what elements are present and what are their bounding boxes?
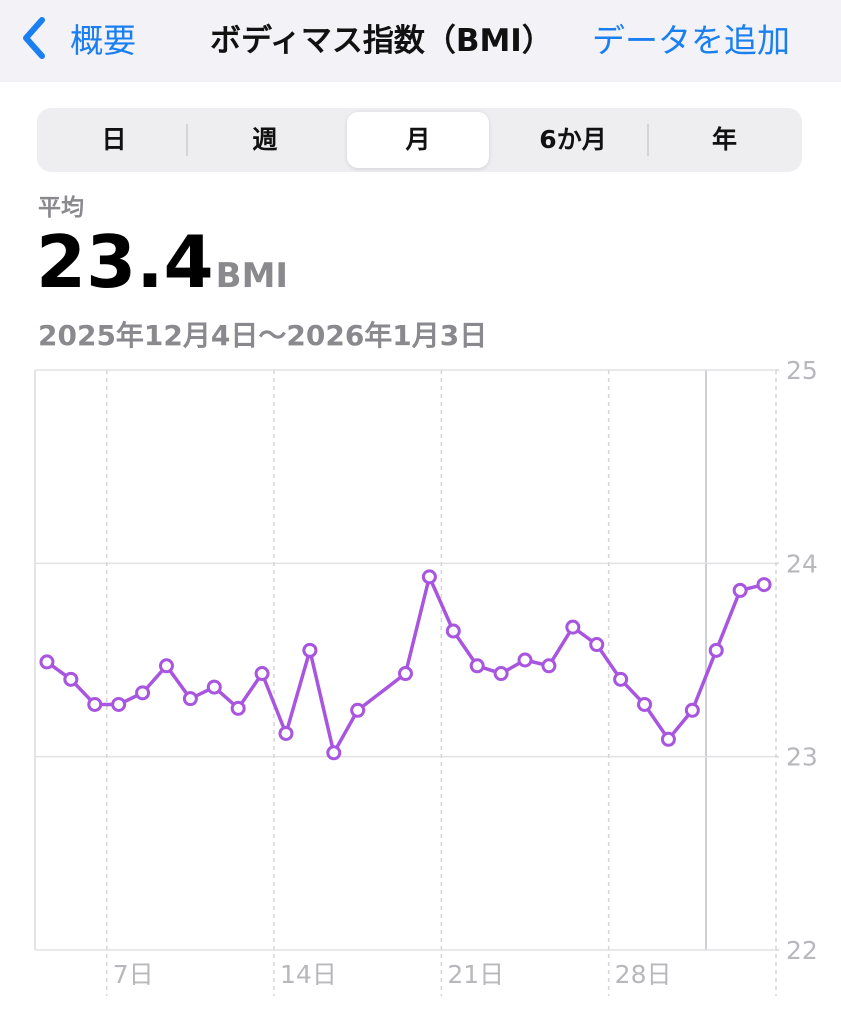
data-point — [493, 666, 509, 682]
data-point — [206, 679, 222, 695]
average-label: 平均 — [38, 195, 84, 221]
segmented-control: 日 週 月 6か月 年 — [37, 108, 802, 172]
data-point — [684, 702, 700, 718]
back-chevron[interactable] — [18, 14, 50, 62]
data-point — [87, 696, 103, 712]
nav-bar: 概要 ボディマス指数（BMI） データを追加 — [0, 0, 841, 82]
segment-tab[interactable]: 日 — [101, 125, 127, 154]
data-point — [254, 666, 270, 682]
add-data-button[interactable]: データを追加 — [592, 21, 790, 60]
segment-tab[interactable]: 週 — [252, 125, 278, 154]
data-point — [637, 696, 653, 712]
data-line — [45, 575, 765, 755]
data-point — [541, 658, 557, 674]
data-point — [613, 671, 629, 687]
segment-tab[interactable]: 月 — [347, 112, 489, 168]
data-point — [398, 666, 413, 682]
x-tick-label: 21日 — [447, 960, 504, 989]
data-point — [589, 637, 605, 653]
data-point — [517, 652, 533, 668]
data-point — [421, 569, 437, 585]
data-point — [326, 745, 342, 761]
data-point — [158, 658, 174, 674]
data-point — [445, 623, 461, 639]
segment-separator — [647, 124, 649, 156]
data-point — [660, 731, 676, 747]
data-point — [756, 577, 772, 593]
average-value: 23.4 — [36, 220, 214, 304]
data-point — [708, 642, 724, 658]
date-range: 2025年12月4日〜2026年1月3日 — [38, 319, 488, 352]
segment-separator — [186, 124, 188, 156]
data-point — [39, 654, 55, 670]
data-point — [63, 671, 79, 687]
nav-title: ボディマス指数（BMI） — [210, 23, 553, 59]
data-point — [111, 696, 127, 712]
data-point — [565, 619, 581, 635]
data-point — [732, 582, 748, 598]
data-point — [350, 702, 366, 718]
y-tick-label: 24 — [786, 549, 818, 578]
data-point — [278, 725, 294, 741]
y-tick-label: 22 — [786, 936, 818, 965]
x-tick-label: 7日 — [113, 960, 154, 989]
x-tick-label: 28日 — [615, 960, 672, 989]
data-point — [230, 700, 246, 716]
data-point — [182, 691, 198, 707]
data-point — [469, 658, 485, 674]
average-value-row: 23.4BMI — [36, 220, 288, 304]
data-point — [302, 642, 318, 658]
back-button[interactable]: 概要 — [70, 21, 136, 60]
y-tick-label: 23 — [786, 743, 818, 772]
x-tick-label: 14日 — [280, 960, 337, 989]
y-tick-label: 25 — [786, 356, 818, 385]
average-unit: BMI — [215, 256, 289, 296]
segment-tab[interactable]: 年 — [711, 125, 737, 154]
data-point — [135, 685, 151, 701]
segment-tab[interactable]: 6か月 — [539, 125, 607, 154]
